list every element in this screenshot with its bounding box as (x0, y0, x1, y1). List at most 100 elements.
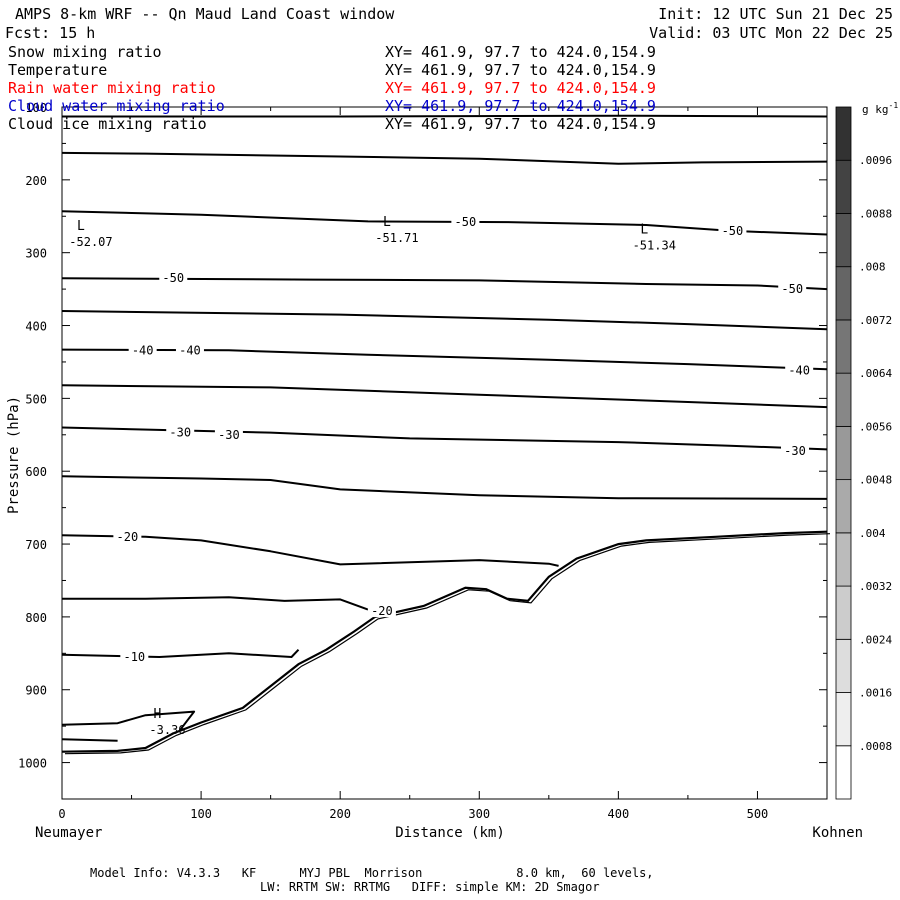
field-name-1: Temperature (8, 61, 107, 79)
contour-label-bg-4 (128, 342, 157, 357)
colorbar-box-5 (835, 479, 852, 534)
contour-label-3: -50 (781, 282, 803, 296)
y-tick-label-1000: 1000 (18, 757, 47, 771)
colorbar-label-9: .008 (859, 261, 886, 274)
field-name-4: Cloud ice mixing ratio (8, 115, 207, 133)
extremum-value-1: -51.71 (375, 231, 418, 245)
colorbar-box-10 (835, 213, 852, 268)
x-tick-label-300: 300 (468, 807, 490, 821)
model-info-line1: Model Info: V4.3.3 KF MYJ PBL Morrison 8… (90, 866, 654, 880)
temperature-contour-12 (61, 710, 196, 731)
y-tick-label-600: 600 (25, 465, 47, 479)
temperature-contour-1 (61, 151, 828, 165)
x-tick-label-500: 500 (747, 807, 769, 821)
contour-label-bg-11 (367, 603, 396, 618)
plot-frame (61, 106, 828, 800)
y-tick-label-200: 200 (25, 174, 47, 188)
x-axis-title: Distance (km) (395, 825, 505, 841)
temperature-contour-3 (61, 277, 828, 291)
contour-label-12: -10 (123, 650, 145, 664)
colorbar-label-7: .0064 (859, 367, 892, 380)
colorbar-unit-base: g kg (862, 103, 889, 116)
field-xy-2: XY= 461.9, 97.7 to 424.0,154.9 (385, 79, 656, 97)
contour-label-bg-9 (781, 442, 810, 457)
contour-label-4: -40 (132, 343, 154, 357)
extremum-mark-1: L (383, 215, 391, 230)
contour-label-bg-6 (785, 362, 814, 377)
temperature-contour-13 (61, 738, 118, 742)
contour-label-7: -30 (169, 426, 191, 440)
contour-label-6: -40 (788, 364, 810, 378)
colorbar-box-2 (835, 638, 852, 693)
field-name-2: Rain water mixing ratio (8, 79, 216, 97)
colorbar: .0008 .0016 .0024 .0032 .004 .0048 .0056 .0064.… (835, 106, 892, 800)
extremum-mark-2: L (640, 222, 648, 237)
colorbar-label-11: .0096 (859, 154, 892, 167)
y-tick-label-800: 800 (25, 611, 47, 625)
temperature-contour-2 (61, 210, 828, 236)
temperature-contour-6 (61, 384, 828, 409)
y-tick-label-900: 900 (25, 684, 47, 698)
y-tick-label-100: 100 (25, 101, 47, 115)
x-start-location: Neumayer (35, 825, 102, 841)
terrain-line (61, 530, 828, 753)
colorbar-box-8 (835, 319, 852, 374)
colorbar-box-1 (835, 692, 852, 747)
terrain-line-inner (64, 533, 831, 755)
temperature-contour-0 (62, 114, 828, 118)
axes-layer: 0 100 200 300 400 500 200 300 400 500 600 700 800 900… (18, 101, 827, 821)
extremum-value-0: -52.07 (69, 235, 112, 249)
extremum-value-3: -3.36 (149, 723, 185, 737)
field-legend: Snow mixing ratio XY= 461.9, 97.7 to 424.… (8, 43, 656, 133)
model-info-line2: LW: RRTM SW: RRTMG DIFF: simple KM: 2D S… (260, 880, 600, 894)
contour-label-layer: -50 -50 -50 -50 -40 -40 -40 -30 -30 -30 -20 -20 -10 L… (69, 214, 814, 737)
contour-label-8: -30 (218, 428, 240, 442)
valid-time: Valid: 03 UTC Mon 22 Dec 25 (649, 24, 893, 42)
x-tick-label-200: 200 (329, 807, 351, 821)
colorbar-box-0 (835, 745, 852, 800)
colorbar-box-6 (835, 425, 852, 481)
temperature-contour-11 (61, 649, 300, 658)
colorbar-unit-exponent: -1 (889, 101, 899, 110)
field-xy-1: XY= 461.9, 97.7 to 424.0,154.9 (385, 61, 656, 79)
contour-label-bg-12 (120, 648, 149, 663)
contour-label-bg-3 (778, 281, 807, 296)
extremum-mark-0: L (77, 219, 85, 234)
contour-label-bg-2 (718, 222, 747, 237)
temperature-contour-4 (61, 310, 828, 331)
field-xy-4: XY= 461.9, 97.7 to 424.0,154.9 (385, 115, 656, 133)
x-tick-label-0: 0 (58, 807, 65, 821)
terrain-layer (61, 530, 831, 755)
contour-label-bg-7 (166, 424, 195, 439)
colorbar-box-12 (835, 106, 852, 161)
forecast-hour: Fcst: 15 h (5, 24, 95, 42)
y-tick-label-700: 700 (25, 538, 47, 552)
colorbar-box-9 (835, 266, 852, 321)
colorbar-label-4: .004 (859, 527, 886, 540)
chart-title: AMPS 8-km WRF -- Qn Maud Land Coast wind… (15, 5, 395, 23)
contour-label-11: -20 (371, 604, 393, 618)
temperature-contour-9 (61, 534, 559, 567)
y-tick-label-400: 400 (25, 320, 47, 334)
colorbar-label-2: .0024 (859, 633, 892, 646)
colorbar-label-10: .0088 (859, 207, 892, 220)
contour-label-bg-10 (113, 528, 142, 543)
y-tick-label-300: 300 (25, 247, 47, 261)
field-xy-0: XY= 461.9, 97.7 to 424.0,154.9 (385, 43, 656, 61)
contour-label-2: -50 (722, 224, 744, 238)
temperature-contour-8 (61, 475, 828, 500)
y-tick-label-500: 500 (25, 392, 47, 406)
x-end-location: Kohnen (812, 825, 863, 841)
contour-label-5: -40 (179, 343, 201, 357)
contour-label-0: -50 (162, 271, 184, 285)
colorbar-label-1: .0016 (859, 687, 892, 700)
contour-label-1: -50 (455, 215, 477, 229)
colorbar-label-0: .0008 (859, 740, 892, 753)
colorbar-label-8: .0072 (859, 314, 892, 327)
contour-label-bg-5 (175, 342, 204, 357)
y-axis-title: Pressure (hPa) (6, 396, 22, 514)
extremum-value-2: -51.34 (633, 238, 676, 252)
colorbar-label-5: .0048 (859, 474, 892, 487)
colorbar-label-6: .0056 (859, 420, 892, 433)
